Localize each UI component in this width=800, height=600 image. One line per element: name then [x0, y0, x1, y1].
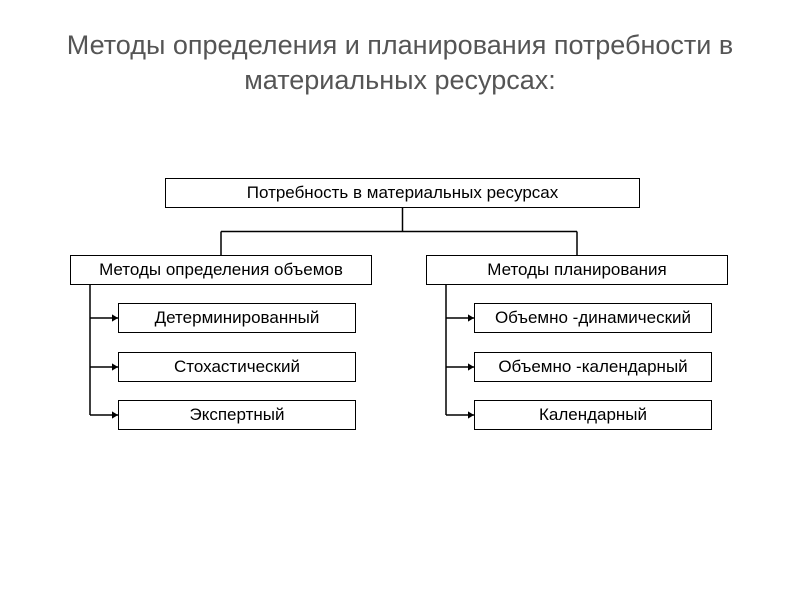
- left-item-2: Экспертный: [118, 400, 356, 430]
- right-header-box: Методы планирования: [426, 255, 728, 285]
- right-item-1: Объемно -календарный: [474, 352, 712, 382]
- page-title: Методы определения и планирования потреб…: [40, 28, 760, 98]
- right-item-0: Объемно -динамический: [474, 303, 712, 333]
- left-header-box: Методы определения объемов: [70, 255, 372, 285]
- right-item-2: Календарный: [474, 400, 712, 430]
- left-item-1: Стохастический: [118, 352, 356, 382]
- root-box: Потребность в материальных ресурсах: [165, 178, 640, 208]
- left-item-0: Детерминированный: [118, 303, 356, 333]
